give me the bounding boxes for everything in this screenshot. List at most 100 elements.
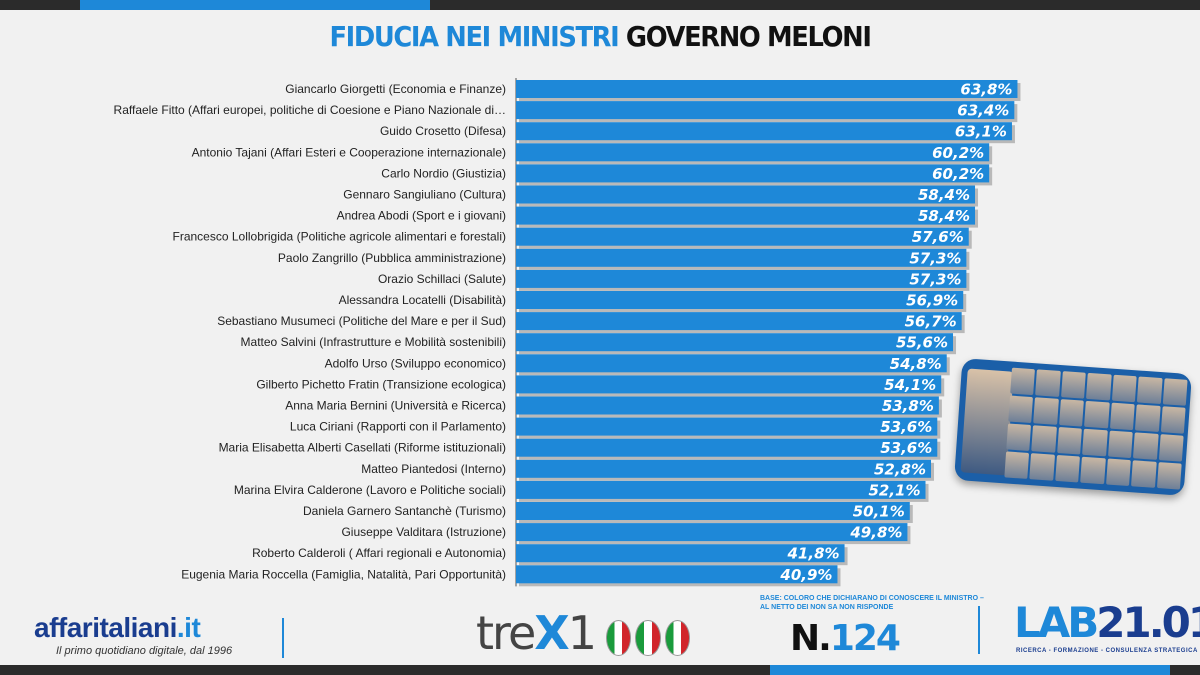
category-label: Daniela Garnero Santanchè (Turismo) xyxy=(303,504,506,518)
trex-logo-part-b: 1 xyxy=(567,606,597,660)
bar xyxy=(516,438,938,457)
bar xyxy=(516,480,926,499)
value-label: 49,8% xyxy=(849,524,902,542)
category-label: Guido Crosetto (Difesa) xyxy=(380,124,506,138)
lab2101-logo: LAB21.01 xyxy=(1014,598,1200,647)
category-label: Marina Elvira Calderone (Lavoro e Politi… xyxy=(234,483,506,497)
footer-divider xyxy=(978,606,980,654)
trex-flag-circles xyxy=(606,618,690,658)
category-label: Giancarlo Giorgetti (Economia e Finanze) xyxy=(285,82,506,96)
sample-size-prefix: N. xyxy=(790,618,832,659)
value-label: 53,6% xyxy=(880,439,932,457)
value-label: 53,6% xyxy=(880,418,932,436)
affaritaliani-logo-brand: affaritaliani xyxy=(34,612,177,643)
value-label: 52,8% xyxy=(874,460,926,478)
category-label: Giuseppe Valditara (Istruzione) xyxy=(341,525,506,539)
category-label: Matteo Piantedosi (Interno) xyxy=(361,462,506,476)
value-label: 57,3% xyxy=(909,249,961,267)
affaritaliani-logo: affaritaliani.it xyxy=(34,612,201,644)
value-label: 54,8% xyxy=(890,355,942,373)
bottom-decor-accent xyxy=(770,665,1170,675)
trex-logo: treX1 xyxy=(476,606,597,660)
category-label: Adolfo Urso (Sviluppo economico) xyxy=(325,356,506,370)
value-label: 41,8% xyxy=(787,545,840,563)
bar xyxy=(516,396,939,415)
category-label: Raffaele Fitto (Affari europei, politich… xyxy=(114,103,506,117)
value-label: 56,9% xyxy=(906,292,958,310)
category-label: Luca Ciriani (Rapporti con il Parlamento… xyxy=(290,420,506,434)
category-label: Eugenia Maria Roccella (Famiglia, Natali… xyxy=(181,567,506,581)
affaritaliani-tagline: Il primo quotidiano digitale, dal 1996 xyxy=(56,645,233,657)
bar xyxy=(516,354,947,373)
category-label: Paolo Zangrillo (Pubblica amministrazion… xyxy=(278,251,506,265)
bar xyxy=(516,417,938,436)
ministers-photo-grid xyxy=(1004,367,1188,490)
bar xyxy=(516,502,910,520)
chart-title-part2: GOVERNO MELONI xyxy=(625,20,872,53)
category-label: Alessandra Locatelli (Disabilità) xyxy=(339,293,506,307)
category-label: Antonio Tajani (Affari Esteri e Cooperaz… xyxy=(192,145,506,159)
category-label: Orazio Schillaci (Salute) xyxy=(378,272,506,286)
bar-chart: Giancarlo Giorgetti (Economia e Finanze)… xyxy=(114,78,1021,587)
value-label: 40,9% xyxy=(779,566,832,584)
bar xyxy=(516,122,1012,141)
bar xyxy=(516,248,967,267)
sample-size: N.124 xyxy=(790,618,901,659)
footer-divider xyxy=(282,618,284,658)
bar xyxy=(516,143,990,162)
value-label: 63,8% xyxy=(960,81,1012,99)
category-label: Francesco Lollobrigida (Politiche agrico… xyxy=(173,230,507,244)
category-label: Sebastiano Musumeci (Politiche del Mare … xyxy=(217,314,506,328)
bar xyxy=(516,185,976,204)
bar xyxy=(516,333,954,352)
value-label: 58,4% xyxy=(918,186,970,204)
bar xyxy=(516,164,990,183)
lab2101-logo-number: 21.01 xyxy=(1096,598,1200,647)
value-label: 55,6% xyxy=(896,334,948,352)
category-label: Andrea Abodi (Sport e i giovani) xyxy=(337,209,506,223)
trex-logo-part-a: tre xyxy=(476,606,536,660)
value-label: 54,1% xyxy=(884,376,936,394)
value-label: 53,8% xyxy=(882,397,934,415)
category-label: Carlo Nordio (Giustizia) xyxy=(381,166,506,180)
sample-base-note: BASE: COLORO CHE DICHIARANO DI CONOSCERE… xyxy=(760,595,984,611)
bar xyxy=(516,312,962,331)
bar xyxy=(516,544,845,563)
category-label: Roberto Calderoli ( Affari regionali e A… xyxy=(252,546,506,560)
value-label: 60,2% xyxy=(932,144,984,162)
bar xyxy=(516,291,964,309)
bar xyxy=(516,565,838,584)
value-label: 63,1% xyxy=(955,123,1007,141)
affaritaliani-logo-domain: .it xyxy=(176,612,201,643)
bar xyxy=(516,227,969,246)
category-label: Matteo Salvini (Infrastrutture e Mobilit… xyxy=(241,335,506,349)
bar xyxy=(516,523,908,542)
chart-title-part1: FIDUCIA NEI MINISTRI xyxy=(329,20,619,53)
value-label: 57,6% xyxy=(912,228,964,246)
ministers-photo-collage xyxy=(954,358,1192,496)
bar xyxy=(516,375,942,394)
category-label: Maria Elisabetta Alberti Casellati (Rifo… xyxy=(219,441,506,455)
bar xyxy=(516,80,1018,98)
chart-title: FIDUCIA NEI MINISTRI GOVERNO MELONI xyxy=(48,20,1152,53)
bar xyxy=(516,206,976,225)
bar xyxy=(516,269,967,288)
bar xyxy=(516,101,1015,120)
top-decor-strip xyxy=(0,0,1200,10)
value-label: 57,3% xyxy=(909,270,961,288)
value-label: 63,4% xyxy=(957,102,1009,120)
sample-size-value: 124 xyxy=(829,618,901,659)
category-label: Gilberto Pichetto Fratin (Transizione ec… xyxy=(256,377,506,391)
value-label: 58,4% xyxy=(918,207,970,225)
lab2101-tagline: RICERCA - FORMAZIONE - CONSULENZA STRATE… xyxy=(1016,648,1198,654)
bottom-decor-strip xyxy=(0,665,1200,675)
top-decor-accent xyxy=(80,0,430,10)
value-label: 60,2% xyxy=(932,165,984,183)
value-label: 52,1% xyxy=(868,481,920,499)
value-label: 56,7% xyxy=(905,313,957,331)
category-label: Gennaro Sangiuliano (Cultura) xyxy=(343,188,506,202)
category-label: Anna Maria Bernini (Università e Ricerca… xyxy=(285,399,506,413)
value-label: 50,1% xyxy=(853,503,905,521)
lab2101-logo-text: LAB xyxy=(1014,598,1099,647)
trex-logo-x: X xyxy=(534,606,569,660)
